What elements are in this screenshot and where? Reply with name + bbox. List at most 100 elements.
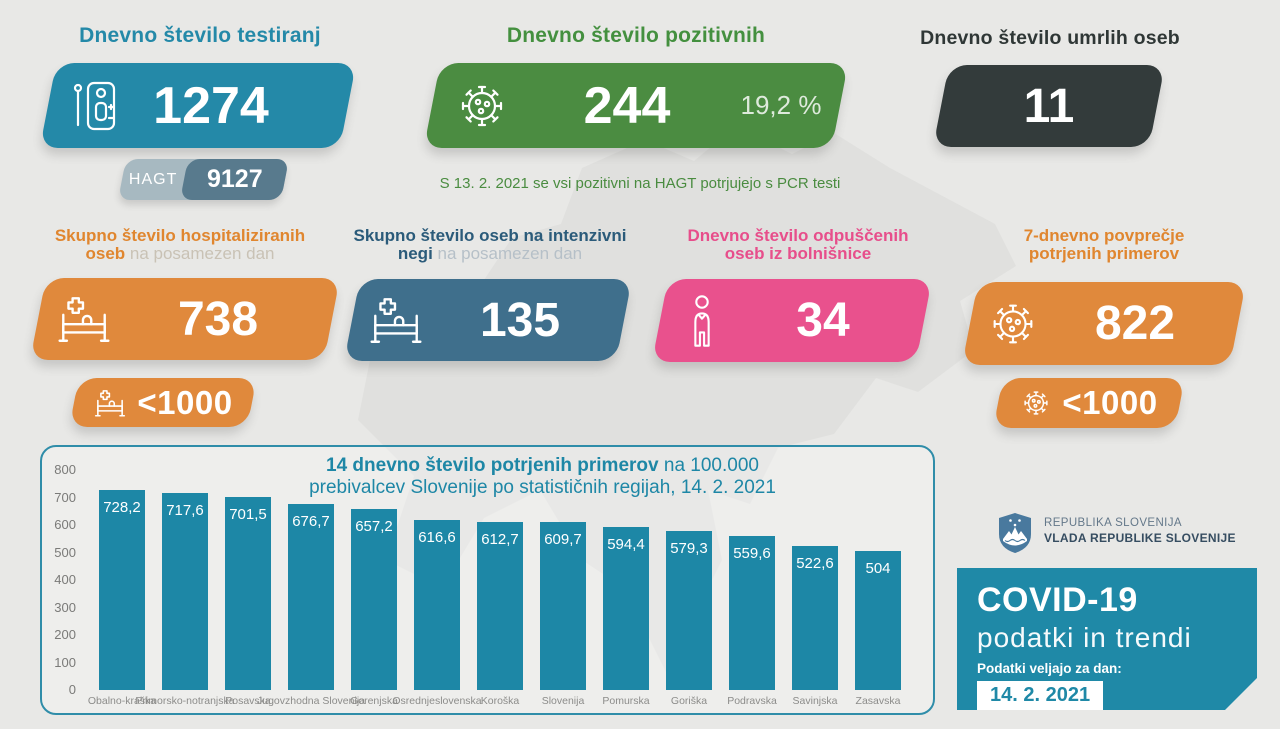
x-tick-label: Obalno-kraška [87, 695, 157, 707]
hospitalized-value: 738 [177, 292, 259, 346]
avg7day-threshold-card: <1000 [993, 378, 1185, 428]
positive-percent: 19,2 % [740, 90, 822, 120]
regional-bar-chart: 14 dnevno število potrjenih primerov na … [40, 445, 935, 715]
x-tick-label: Gorenjska [350, 695, 398, 707]
hospital-bed-icon [93, 388, 127, 418]
deaths-card: 11 [933, 65, 1165, 147]
bar-value-label: 701,5 [229, 506, 267, 524]
hagt-label: HAGT [128, 170, 178, 188]
bar-value-label: 559,6 [733, 545, 771, 563]
bar-Zasavska: 504 [855, 551, 901, 690]
icu-value: 135 [479, 293, 561, 347]
deaths-value: 11 [1023, 79, 1075, 133]
tests-title: Dnevno število testiranj [79, 24, 321, 47]
icu-card: 135 [344, 279, 632, 361]
bar-Podravska: 559,6 [729, 536, 775, 690]
bar-Primorsko-notranjska: 717,6 [162, 492, 208, 690]
positive-title: Dnevno število pozitivnih [506, 24, 766, 47]
hospital-bed-icon [38, 294, 130, 344]
tests-card: 1274 [39, 63, 357, 148]
bar-value-label: 728,2 [103, 498, 141, 516]
gov-republic-label: REPUBLIKA SLOVENIJA [1044, 517, 1182, 529]
y-tick-label: 400 [54, 572, 76, 587]
discharged-title: Dnevno število odpuščenih oseb iz bolniš… [687, 226, 909, 263]
hospitalized-threshold-value: <1000 [137, 383, 233, 421]
x-tick-label: Pomurska [602, 695, 650, 707]
covid-date-value: 14. 2. 2021 [977, 681, 1103, 710]
x-tick-label: Posavska [225, 695, 271, 707]
bar-value-label: 504 [865, 560, 891, 578]
x-tick-label: Primorsko-notranjska [135, 695, 235, 707]
y-tick-label: 500 [54, 544, 76, 560]
bar-Jugovzhodna Slovenija: 676,7 [288, 503, 334, 690]
covid-date-label: Podatki veljajo za dan: [977, 661, 1122, 676]
avg7day-card: 822 [961, 282, 1247, 365]
hagt-value: 9127 [206, 165, 263, 193]
slovenia-map-watermark [358, 126, 1016, 672]
chart-title: 14 dnevno število potrjenih primerov na … [309, 455, 776, 498]
bar-Osrednjeslovenska: 616,6 [414, 520, 460, 690]
covid-title: COVID-19 [977, 581, 1138, 619]
person-icon [660, 293, 744, 349]
x-tick-label: Osrednjeslovenska [392, 695, 482, 707]
bar-Gorenjska: 657,2 [351, 509, 397, 690]
hagt-card: HAGT 9127 [118, 159, 289, 200]
x-tick-label: Zasavska [855, 695, 901, 707]
bar-value-label: 676,7 [292, 512, 330, 530]
tests-value: 1274 [153, 76, 269, 135]
antigen-test-icon [48, 78, 144, 134]
bar-Posavska: 701,5 [225, 497, 271, 690]
avg7day-threshold-value: <1000 [1062, 384, 1158, 421]
y-tick-label: 800 [54, 462, 76, 477]
virus-icon [970, 297, 1056, 351]
y-tick-label: 700 [54, 489, 76, 505]
virus-icon [1020, 387, 1052, 419]
deaths-title: Dnevno število umrlih oseb [920, 27, 1180, 49]
x-tick-label: Slovenija [541, 695, 585, 707]
bar-Pomurska: 594,4 [603, 526, 649, 690]
x-tick-label: Goriška [670, 695, 708, 707]
y-tick-label: 600 [54, 517, 76, 532]
covid-info-box: COVID-19 podatki in trendi Podatki velja… [957, 568, 1257, 710]
bar-Obalno-kraška: 728,2 [99, 489, 145, 690]
virus-icon [432, 78, 532, 134]
avg7day-title: 7-dnevno povprečje potrjenih primerov [1023, 226, 1185, 263]
hospitalized-title: Skupno število hospitaliziranih oseb na … [54, 226, 306, 263]
bar-value-label: 616,6 [418, 529, 456, 547]
positive-card: 244 19,2 % [423, 63, 849, 148]
bar-value-label: 594,4 [607, 535, 645, 553]
x-tick-label: Koroška [480, 695, 520, 707]
discharged-value: 34 [796, 294, 850, 347]
hagt-pcr-note: S 13. 2. 2021 se vsi pozitivni na HAGT p… [439, 175, 841, 192]
slovenia-coat-of-arms-icon [999, 513, 1031, 553]
hospital-bed-icon [352, 295, 440, 345]
icu-title: Skupno število oseb na intenzivni negi n… [353, 226, 627, 263]
bar-value-label: 717,6 [166, 501, 204, 519]
y-tick-label: 200 [54, 627, 76, 642]
y-tick-label: 0 [68, 682, 76, 697]
bar-Koroška: 612,7 [477, 521, 523, 690]
positive-value: 244 [583, 76, 671, 135]
hospitalized-card: 738 [30, 278, 340, 360]
bar-value-label: 657,2 [355, 518, 393, 536]
y-tick-label: 100 [54, 654, 76, 670]
bar-value-label: 609,7 [544, 531, 582, 549]
bar-value-label: 612,7 [481, 530, 519, 548]
chart-bars: 728,2 717,6 701,5 676,7 657,2 616,6 612,7 609,7… [99, 470, 901, 690]
x-tick-label: Podravska [727, 695, 777, 707]
bar-value-label: 522,6 [796, 555, 834, 573]
covid-subtitle: podatki in trendi [977, 622, 1192, 653]
bar-value-label: 579,3 [670, 539, 708, 557]
y-tick-label: 300 [54, 599, 76, 615]
hospitalized-threshold-card: <1000 [69, 378, 257, 427]
chart-x-axis: Obalno-kraška Primorsko-notranjska Posavsk… [87, 695, 901, 709]
x-tick-label: Savinjska [792, 695, 838, 707]
discharged-card: 34 [651, 279, 933, 362]
avg7day-value: 822 [1094, 297, 1176, 350]
gov-government-label: VLADA REPUBLIKE SLOVENIJE [1044, 531, 1236, 545]
bar-Savinjska: 522,6 [792, 546, 838, 690]
bar-Goriška: 579,3 [666, 530, 712, 690]
x-tick-label: Jugovzhodna Slovenija [257, 695, 365, 707]
bar-Slovenija: 609,7 [540, 522, 586, 690]
